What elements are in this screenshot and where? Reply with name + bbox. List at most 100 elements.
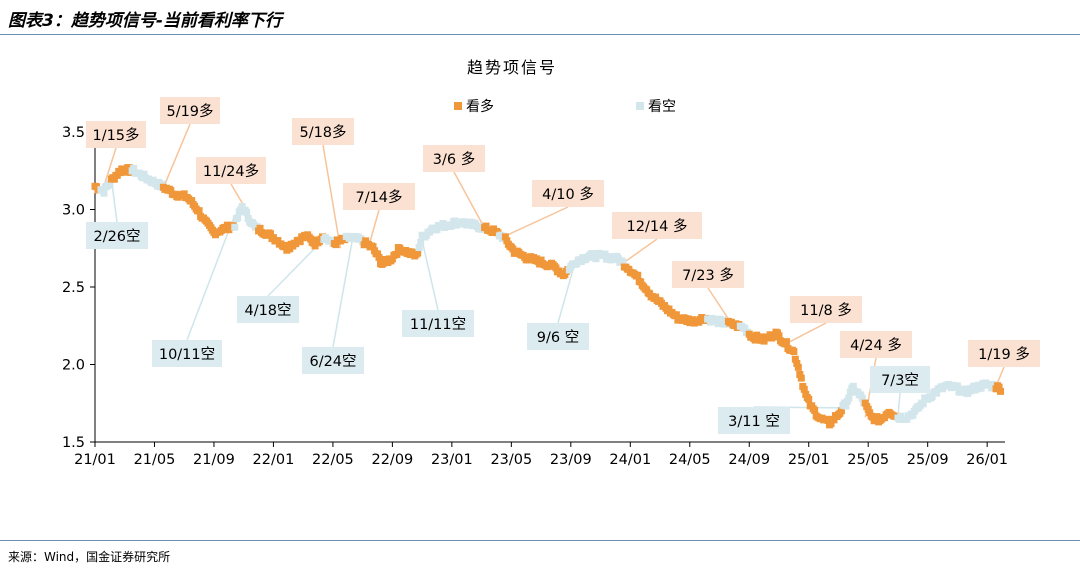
short-signal-point [909,411,917,419]
short-signal-point [592,255,600,263]
y-tick-label: 2.5 [62,280,85,296]
short-signal-point [448,222,456,230]
long-annotation-box [532,180,604,207]
long-signal-point [195,207,203,215]
long-signal-point [805,395,813,403]
annotation-leader [623,238,658,263]
long-annotation-box [612,212,702,239]
short-annotation-box [302,347,364,374]
short-signal-point [417,238,425,246]
x-tick-label: 23/01 [431,452,473,468]
long-signal-point [388,255,396,263]
long-signal-point [256,224,264,232]
annotation-label: 6/24空 [309,353,356,370]
short-signal-point [842,402,850,410]
short-signal-point [589,250,597,258]
long-signal-point [796,370,804,378]
long-signal-point [791,355,799,363]
short-signal-point [415,244,423,252]
long-signal-point [870,417,878,425]
y-tick-label: 1.5 [62,435,85,451]
long-signal-point [634,271,642,279]
short-signal-point [140,170,148,178]
long-annotation-box [423,145,485,172]
short-signal-point [846,388,854,396]
x-tick-label: 22/01 [253,452,295,468]
axes: 1.5 2.0 2.5 3.0 3.5 21/01 21/05 21/09 22/01 22/05… [62,125,1008,468]
legend-swatch-short [636,102,644,110]
long-signal-point [332,241,340,249]
short-annotation-box [718,407,790,434]
annotation-label: 5/18多 [299,124,346,141]
annotation-label: 11/11空 [410,316,466,333]
short-signal-point [130,164,138,172]
short-signal-point [243,208,251,216]
x-tick-label: 24/01 [609,452,651,468]
long-signal-point [296,238,304,246]
short-signal-point [100,189,108,197]
top-rule [0,34,1080,35]
long-signal-point [771,333,779,341]
annotation-label: 4/10 多 [542,186,594,203]
long-signal-point [180,190,188,198]
long-signal-point [393,250,401,258]
short-annotation-box [402,310,474,337]
annotation-leader [186,218,234,341]
annotation-label: 3/11 空 [728,413,780,430]
short-signal-point [953,382,961,390]
y-tick-label: 3.5 [62,125,85,141]
long-signal-point [375,253,383,261]
long-signal-point [672,311,680,319]
short-annotation-box [237,296,299,323]
short-signal-point [601,250,609,258]
short-signal-point [718,316,726,324]
figure-title: 图表3：趋势项信号-当前看利率下行 [8,11,282,31]
short-signal-point [845,394,853,402]
annotation-label: 1/19 多 [978,346,1030,363]
short-signal-point [619,258,627,266]
y-tick-label: 2.0 [62,358,85,374]
annotation-label: 9/6 空 [537,329,579,346]
x-tick-label: 26/01 [966,452,1008,468]
chart-title: 趋势项信号 [467,58,557,77]
annotations: 1/15多 2/26空 5/19多 11/24多 10/11空 4/18空 5/18多 6/2… [86,97,1040,434]
annotation-leader [505,206,569,237]
long-signal-point [793,360,801,368]
long-signal-point [414,249,422,257]
annotation-label: 4/18空 [244,302,291,319]
x-tick-label: 21/09 [193,452,235,468]
source-note: 来源：Wind，国金证券研究所 [8,550,171,564]
long-annotation-box [292,118,354,145]
long-signal-point [281,241,289,249]
long-signal-point [122,168,130,176]
long-signal-point [800,385,808,393]
legend-label-short: 看空 [648,99,676,115]
x-tick-label: 24/09 [728,452,770,468]
short-signal-point [858,394,866,402]
long-signal-point [837,407,845,415]
long-signal-point [797,374,805,382]
short-signal-point [238,203,246,211]
short-signal-point [849,382,857,390]
long-annotation-box [86,121,146,148]
long-signal-point [775,332,783,340]
short-annotation-box [86,222,148,249]
short-signal-point [231,223,239,231]
x-tick-label: 22/05 [312,452,354,468]
annotation-label: 1/15多 [92,127,139,144]
annotation-leader [453,171,486,229]
long-signal-point [995,383,1003,391]
x-tick-label: 21/05 [134,452,176,468]
legend-swatch-long [454,102,462,110]
legend: 看多 看空 [454,98,676,115]
short-annotation-box [527,323,589,350]
annotation-label: 10/11空 [159,346,215,363]
legend-label-long: 看多 [466,98,494,115]
short-annotation-box [870,366,930,393]
x-tick-label: 23/05 [490,452,532,468]
long-signal-point [782,338,790,346]
annotation-label: 11/8 多 [800,302,852,319]
annotation-leader [421,240,439,311]
short-signal-point [565,266,573,274]
long-annotation-box [840,331,912,358]
